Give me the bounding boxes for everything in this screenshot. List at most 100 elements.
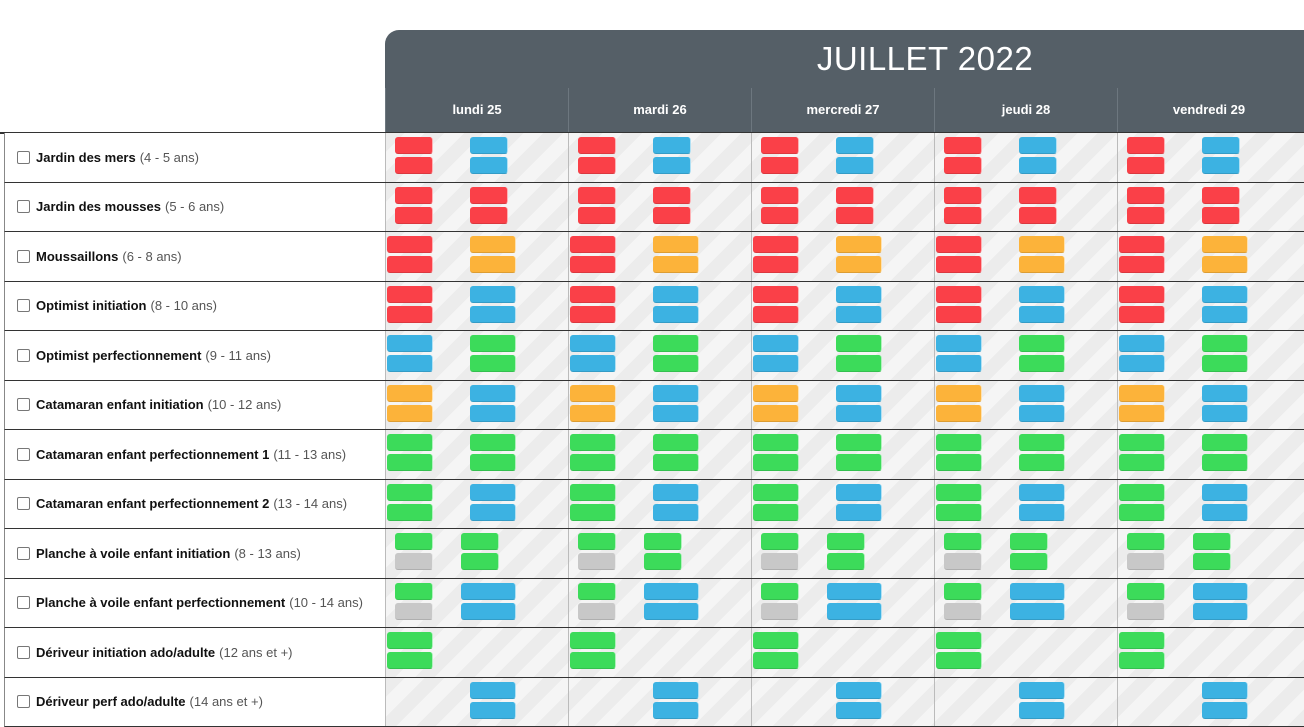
session-slot[interactable] bbox=[1019, 454, 1065, 471]
session-slot[interactable] bbox=[1119, 504, 1165, 521]
session-slot[interactable] bbox=[395, 533, 433, 550]
activity-checkbox[interactable] bbox=[17, 398, 30, 411]
session-slot[interactable] bbox=[470, 484, 516, 501]
session-slot[interactable] bbox=[1019, 385, 1065, 402]
session-slot[interactable] bbox=[470, 405, 516, 422]
session-slot[interactable] bbox=[395, 603, 433, 620]
session-slot[interactable] bbox=[944, 583, 982, 600]
session-slot[interactable] bbox=[395, 553, 433, 570]
session-slot[interactable] bbox=[761, 157, 799, 174]
session-slot[interactable] bbox=[1119, 434, 1165, 451]
session-slot[interactable] bbox=[1202, 335, 1248, 352]
session-slot[interactable] bbox=[1127, 553, 1165, 570]
session-slot[interactable] bbox=[827, 533, 865, 550]
session-slot[interactable] bbox=[570, 256, 616, 273]
session-slot[interactable] bbox=[653, 187, 691, 204]
session-slot[interactable] bbox=[1019, 157, 1057, 174]
session-slot[interactable] bbox=[470, 355, 516, 372]
session-slot[interactable] bbox=[470, 335, 516, 352]
session-slot[interactable] bbox=[827, 603, 882, 620]
session-slot[interactable] bbox=[570, 236, 616, 253]
session-slot[interactable] bbox=[387, 652, 433, 669]
session-slot[interactable] bbox=[1019, 335, 1065, 352]
activity-checkbox[interactable] bbox=[17, 299, 30, 312]
session-slot[interactable] bbox=[578, 603, 616, 620]
session-slot[interactable] bbox=[1019, 434, 1065, 451]
session-slot[interactable] bbox=[753, 504, 799, 521]
session-slot[interactable] bbox=[387, 306, 433, 323]
session-slot[interactable] bbox=[470, 207, 508, 224]
session-slot[interactable] bbox=[936, 335, 982, 352]
session-slot[interactable] bbox=[761, 207, 799, 224]
session-slot[interactable] bbox=[944, 137, 982, 154]
session-slot[interactable] bbox=[836, 434, 882, 451]
session-slot[interactable] bbox=[644, 553, 682, 570]
session-slot[interactable] bbox=[1202, 454, 1248, 471]
session-slot[interactable] bbox=[936, 434, 982, 451]
session-slot[interactable] bbox=[578, 553, 616, 570]
session-slot[interactable] bbox=[1119, 405, 1165, 422]
session-slot[interactable] bbox=[387, 504, 433, 521]
session-slot[interactable] bbox=[1202, 286, 1248, 303]
session-slot[interactable] bbox=[1119, 385, 1165, 402]
session-slot[interactable] bbox=[570, 652, 616, 669]
session-slot[interactable] bbox=[387, 256, 433, 273]
session-slot[interactable] bbox=[1019, 484, 1065, 501]
session-slot[interactable] bbox=[570, 504, 616, 521]
session-slot[interactable] bbox=[753, 652, 799, 669]
session-slot[interactable] bbox=[578, 533, 616, 550]
session-slot[interactable] bbox=[761, 187, 799, 204]
session-slot[interactable] bbox=[570, 335, 616, 352]
session-slot[interactable] bbox=[761, 137, 799, 154]
session-slot[interactable] bbox=[936, 652, 982, 669]
session-slot[interactable] bbox=[570, 355, 616, 372]
session-slot[interactable] bbox=[470, 434, 516, 451]
session-slot[interactable] bbox=[644, 603, 699, 620]
session-slot[interactable] bbox=[1202, 484, 1248, 501]
session-slot[interactable] bbox=[578, 187, 616, 204]
session-slot[interactable] bbox=[836, 405, 882, 422]
activity-checkbox[interactable] bbox=[17, 151, 30, 164]
session-slot[interactable] bbox=[653, 256, 699, 273]
session-slot[interactable] bbox=[936, 355, 982, 372]
session-slot[interactable] bbox=[1202, 137, 1240, 154]
activity-checkbox[interactable] bbox=[17, 547, 30, 560]
session-slot[interactable] bbox=[936, 504, 982, 521]
session-slot[interactable] bbox=[653, 434, 699, 451]
session-slot[interactable] bbox=[387, 355, 433, 372]
session-slot[interactable] bbox=[578, 207, 616, 224]
session-slot[interactable] bbox=[387, 434, 433, 451]
session-slot[interactable] bbox=[836, 306, 882, 323]
session-slot[interactable] bbox=[387, 454, 433, 471]
session-slot[interactable] bbox=[936, 405, 982, 422]
session-slot[interactable] bbox=[570, 286, 616, 303]
session-slot[interactable] bbox=[836, 484, 882, 501]
session-slot[interactable] bbox=[1202, 405, 1248, 422]
session-slot[interactable] bbox=[753, 454, 799, 471]
session-slot[interactable] bbox=[753, 484, 799, 501]
session-slot[interactable] bbox=[944, 553, 982, 570]
session-slot[interactable] bbox=[753, 236, 799, 253]
session-slot[interactable] bbox=[470, 187, 508, 204]
session-slot[interactable] bbox=[1019, 207, 1057, 224]
session-slot[interactable] bbox=[570, 385, 616, 402]
session-slot[interactable] bbox=[944, 187, 982, 204]
session-slot[interactable] bbox=[1127, 157, 1165, 174]
session-slot[interactable] bbox=[1019, 306, 1065, 323]
session-slot[interactable] bbox=[570, 484, 616, 501]
session-slot[interactable] bbox=[827, 553, 865, 570]
session-slot[interactable] bbox=[1010, 603, 1065, 620]
activity-checkbox[interactable] bbox=[17, 646, 30, 659]
session-slot[interactable] bbox=[1127, 583, 1165, 600]
session-slot[interactable] bbox=[836, 207, 874, 224]
activity-checkbox[interactable] bbox=[17, 596, 30, 609]
session-slot[interactable] bbox=[1019, 137, 1057, 154]
activity-checkbox[interactable] bbox=[17, 497, 30, 510]
session-slot[interactable] bbox=[1202, 355, 1248, 372]
session-slot[interactable] bbox=[570, 434, 616, 451]
session-slot[interactable] bbox=[753, 434, 799, 451]
session-slot[interactable] bbox=[1119, 454, 1165, 471]
session-slot[interactable] bbox=[1019, 504, 1065, 521]
session-slot[interactable] bbox=[1193, 553, 1231, 570]
session-slot[interactable] bbox=[836, 702, 882, 719]
